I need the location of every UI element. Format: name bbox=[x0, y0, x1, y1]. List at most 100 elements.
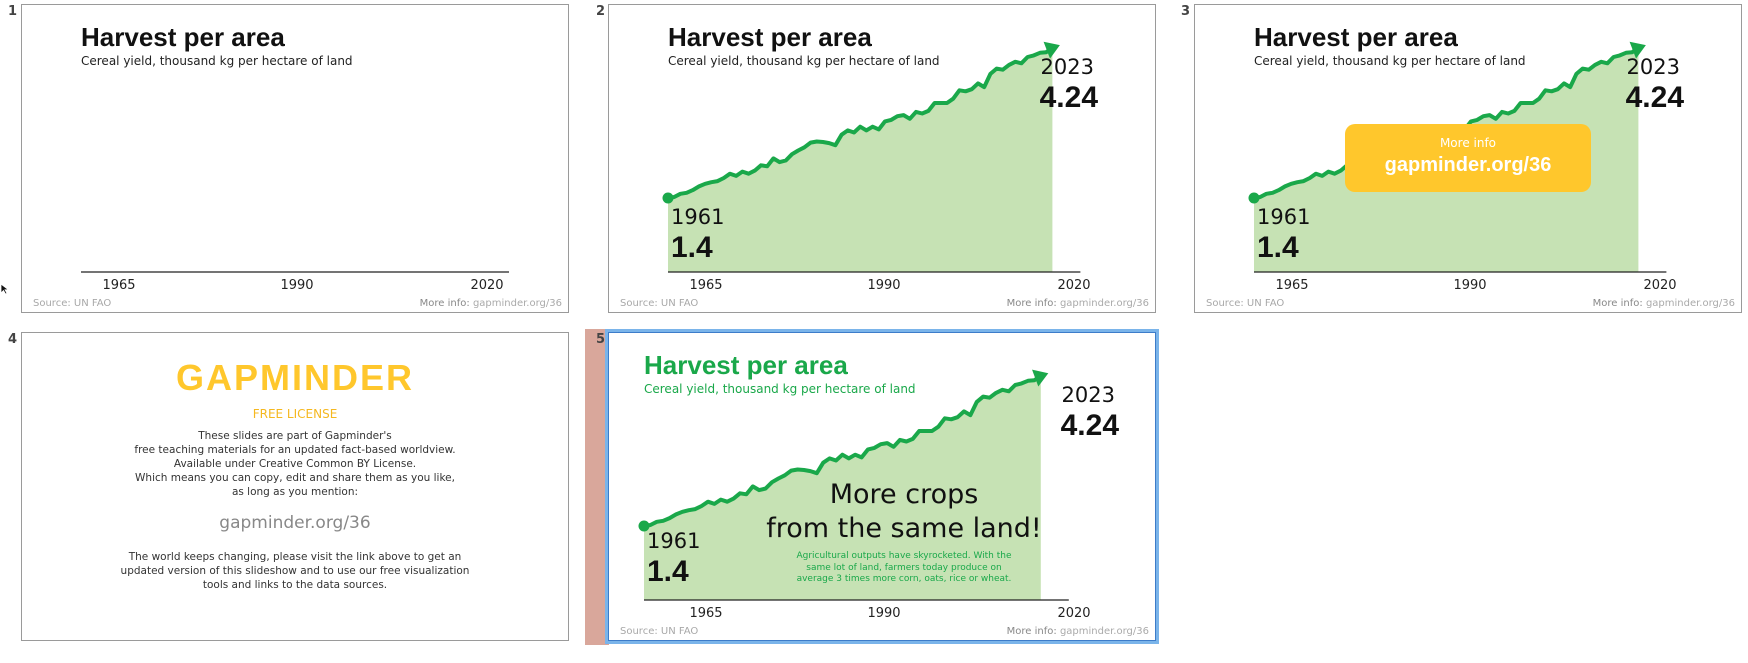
popup-link-text[interactable]: gapminder.org/36 bbox=[1384, 154, 1552, 176]
x-tick-label: 2020 bbox=[1057, 606, 1091, 621]
end-year-label: 2023 bbox=[1040, 55, 1094, 79]
popup-small-text: More info bbox=[1439, 136, 1497, 150]
x-tick-label: 1965 bbox=[1275, 278, 1309, 293]
headline-line: from the same land! bbox=[766, 513, 1042, 544]
x-tick-label: 1965 bbox=[689, 606, 723, 621]
x-tick-label: 1965 bbox=[102, 278, 136, 293]
license-line: Which means you can copy, edit and share… bbox=[135, 472, 455, 484]
yield-chart bbox=[638, 369, 1069, 601]
start-point bbox=[662, 192, 674, 204]
slide-number: 1 bbox=[8, 4, 18, 19]
more-info-popup[interactable]: More info gapminder.org/36 bbox=[1345, 124, 1591, 192]
note-line: same lot of land, farmers today produce … bbox=[806, 562, 1002, 573]
source-note: Source: UN FAO bbox=[33, 298, 112, 309]
more-info-prefix: More info: bbox=[419, 298, 473, 309]
more-info-link[interactable]: gapminder.org/36 bbox=[1645, 298, 1735, 309]
more-info-link[interactable]: gapminder.org/36 bbox=[1059, 298, 1149, 309]
x-tick-label: 1990 bbox=[1453, 278, 1487, 293]
more-info-prefix: More info: bbox=[1006, 626, 1060, 637]
license-text: These slides are part of Gapminder's fre… bbox=[22, 429, 568, 499]
end-value-label: 4.24 bbox=[1060, 409, 1119, 442]
mouse-pointer-icon bbox=[0, 283, 10, 295]
start-value-label: 1.4 bbox=[1257, 231, 1299, 264]
start-year-label: 1961 bbox=[671, 205, 725, 229]
headline-line: More crops bbox=[829, 479, 979, 510]
more-info-prefix: More info: bbox=[1006, 298, 1060, 309]
start-point bbox=[638, 520, 650, 532]
note-line: Agricultural outputs have skyrocketed. W… bbox=[796, 551, 1012, 561]
slide-title: Harvest per area bbox=[81, 22, 285, 52]
more-info-link[interactable]: gapminder.org/36 bbox=[1059, 626, 1149, 637]
x-tick-label: 2020 bbox=[1643, 278, 1677, 293]
slide-title: Harvest per area bbox=[1254, 22, 1458, 52]
slide-subtitle: Cereal yield, thousand kg per hectare of… bbox=[668, 54, 940, 68]
start-value-label: 1.4 bbox=[647, 555, 689, 588]
slide-number: 4 bbox=[8, 332, 18, 347]
slide-subtitle: Cereal yield, thousand kg per hectare of… bbox=[1254, 54, 1526, 68]
arrow-head bbox=[1043, 41, 1060, 59]
slide-title: Harvest per area bbox=[644, 350, 848, 380]
more-info-link[interactable]: gapminder.org/36 bbox=[472, 298, 562, 309]
series-line bbox=[643, 374, 1042, 528]
slide-number: 2 bbox=[596, 4, 606, 19]
slide-thumbnail-4[interactable]: 4 GAPMINDER FREE LICENSE These slides ar… bbox=[0, 328, 570, 648]
more-info-note: More info: gapminder.org/36 bbox=[1593, 298, 1735, 309]
arrow-head bbox=[1032, 369, 1049, 387]
license-heading: FREE LICENSE bbox=[252, 407, 338, 421]
license-link[interactable]: gapminder.org/36 bbox=[219, 513, 371, 533]
start-year-label: 1961 bbox=[647, 529, 701, 553]
slide-canvas[interactable]: Harvest per area Cereal yield, thousand … bbox=[608, 4, 1156, 313]
end-value-label: 4.24 bbox=[1039, 81, 1098, 114]
end-value-label: 4.24 bbox=[1625, 81, 1684, 114]
slide-thumbnail-5[interactable]: 5 Harvest per area Cereal yield, thousan… bbox=[585, 328, 1156, 648]
more-info-note: More info: gapminder.org/36 bbox=[1007, 626, 1149, 637]
x-tick-label: 2020 bbox=[1057, 278, 1091, 293]
arrow-head bbox=[1629, 41, 1646, 59]
slide-number: 5 bbox=[596, 332, 606, 347]
more-info-note: More info: gapminder.org/36 bbox=[420, 298, 562, 309]
license-line: Available under Creative Common BY Licen… bbox=[173, 458, 417, 470]
area-fill bbox=[668, 48, 1053, 272]
start-value-label: 1.4 bbox=[671, 231, 713, 264]
gapminder-logo: GAPMINDER bbox=[175, 357, 414, 398]
footer-text: The world keeps changing, please visit t… bbox=[22, 550, 568, 592]
x-tick-label: 1965 bbox=[689, 278, 723, 293]
more-info-prefix: More info: bbox=[1592, 298, 1646, 309]
license-line: These slides are part of Gapminder's bbox=[198, 430, 392, 442]
slide-number: 3 bbox=[1181, 4, 1191, 19]
slide-canvas[interactable]: GAPMINDER FREE LICENSE These slides are … bbox=[21, 332, 569, 641]
start-point bbox=[1248, 192, 1260, 204]
slide-canvas[interactable]: Harvest per area Cereal yield, thousand … bbox=[608, 332, 1156, 641]
slide-canvas[interactable]: Harvest per area Cereal yield, thousand … bbox=[1194, 4, 1742, 313]
start-year-label: 1961 bbox=[1257, 205, 1311, 229]
note-line: average 3 times more corn, oats, rice or… bbox=[796, 574, 1012, 584]
series-line bbox=[667, 46, 1054, 200]
source-note: Source: UN FAO bbox=[620, 626, 699, 637]
slide-subtitle: Cereal yield, thousand kg per hectare of… bbox=[81, 54, 353, 68]
source-note: Source: UN FAO bbox=[620, 298, 699, 309]
selection-highlight bbox=[585, 329, 609, 645]
slide-thumbnail-3[interactable]: 3 Harvest per area Cereal yield, thousan… bbox=[1173, 0, 1743, 320]
x-tick-label: 1990 bbox=[280, 278, 314, 293]
yield-chart bbox=[662, 41, 1081, 273]
x-tick-label: 2020 bbox=[470, 278, 504, 293]
slide-subtitle: Cereal yield, thousand kg per hectare of… bbox=[644, 382, 916, 396]
x-tick-label: 1990 bbox=[867, 278, 901, 293]
area-fill bbox=[644, 376, 1041, 600]
slide-thumbnail-1[interactable]: 1 Harvest per area Cereal yield, thousan… bbox=[0, 0, 570, 320]
slide-title: Harvest per area bbox=[668, 22, 872, 52]
footer-line: updated version of this slideshow and to… bbox=[120, 565, 470, 577]
footer-line: The world keeps changing, please visit t… bbox=[128, 551, 462, 563]
headline-message: More crops from the same land! bbox=[764, 478, 1044, 546]
slide-canvas[interactable]: Harvest per area Cereal yield, thousand … bbox=[21, 4, 569, 313]
license-line: free teaching materials for an updated f… bbox=[134, 444, 456, 456]
more-info-note: More info: gapminder.org/36 bbox=[1007, 298, 1149, 309]
end-year-label: 2023 bbox=[1626, 55, 1680, 79]
slide-thumbnail-2[interactable]: 2 Harvest per area Cereal yield, thousan… bbox=[586, 0, 1156, 320]
empty-chart bbox=[81, 271, 509, 273]
license-line: as long as you mention: bbox=[231, 486, 359, 498]
note-text: Agricultural outputs have skyrocketed. W… bbox=[784, 551, 1024, 586]
end-year-label: 2023 bbox=[1061, 383, 1115, 407]
source-note: Source: UN FAO bbox=[1206, 298, 1285, 309]
